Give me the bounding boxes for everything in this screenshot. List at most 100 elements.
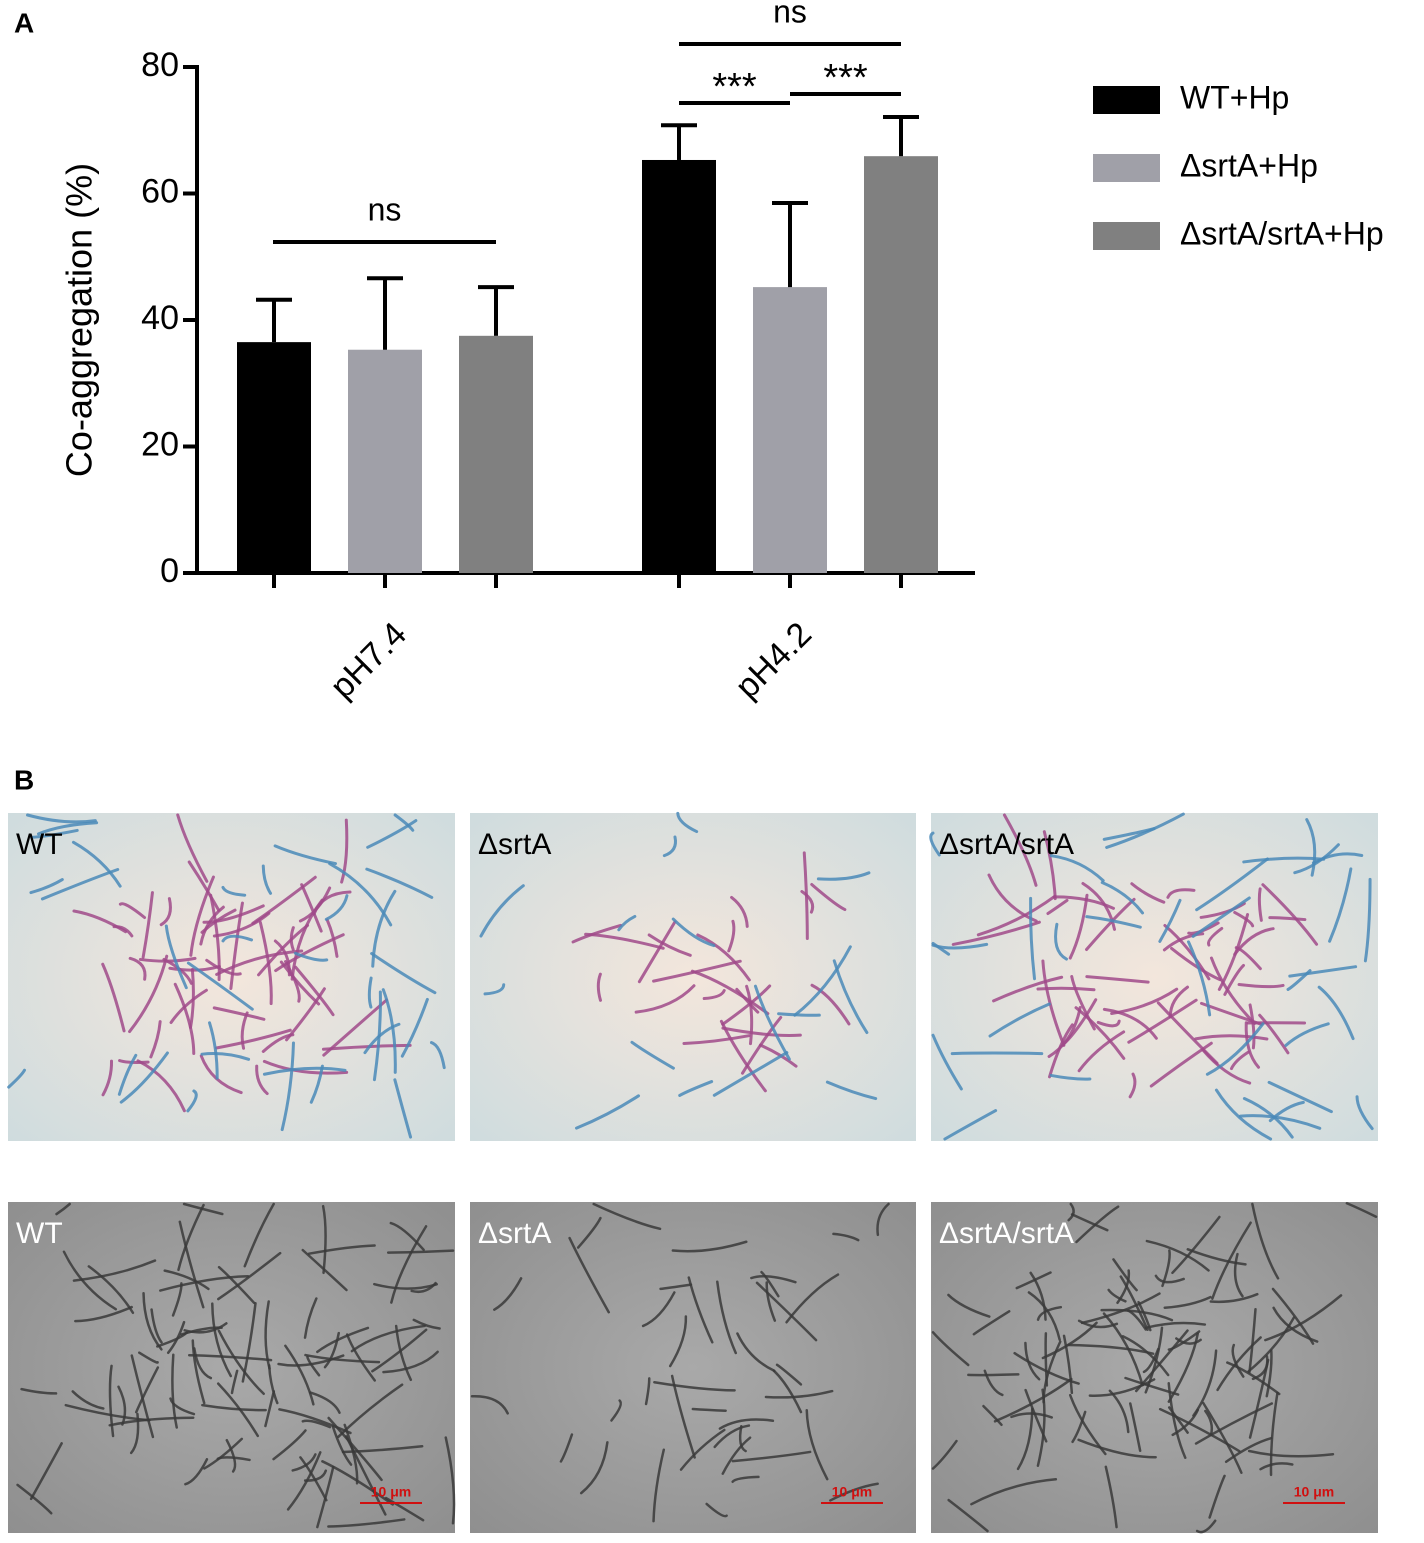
- bacterium: [1062, 1334, 1074, 1395]
- bacterium: [764, 1389, 834, 1399]
- bacterium: [176, 813, 209, 883]
- bacterium: [1080, 1292, 1161, 1325]
- bacterium: [753, 984, 791, 1061]
- bacterium: [1284, 1022, 1330, 1047]
- bacterium: [71, 1390, 105, 1410]
- bacterium: [765, 1281, 777, 1322]
- bacterium: [229, 901, 244, 990]
- bacterium: [1041, 1321, 1098, 1360]
- bacterium: [1251, 1202, 1280, 1280]
- bacterium: [159, 1275, 250, 1292]
- bacterium: [1074, 1006, 1126, 1060]
- bacterium: [29, 878, 64, 895]
- bacterium: [483, 983, 506, 996]
- bacterium: [805, 1409, 829, 1481]
- bacterium: [225, 1438, 237, 1473]
- bacterium: [1261, 883, 1319, 946]
- bacterium: [988, 1002, 1051, 1038]
- bacterium: [390, 1225, 428, 1304]
- y-tick-label: 0: [160, 552, 179, 590]
- bacterium: [982, 1404, 1003, 1427]
- bacterium: [1264, 1294, 1343, 1342]
- error-bar: [478, 285, 514, 336]
- scale-bar-label: 10 μm: [832, 1484, 872, 1500]
- significance-label: ns: [773, 0, 807, 29]
- bacterium: [29, 828, 79, 839]
- bacterium: [412, 1318, 441, 1330]
- bacterium: [169, 1397, 196, 1416]
- bacterium: [171, 1282, 183, 1317]
- bacterium: [832, 1232, 860, 1242]
- bacterium: [286, 1451, 322, 1511]
- bacterium: [592, 1202, 662, 1231]
- bacterium: [1166, 888, 1196, 899]
- bacterium: [1209, 956, 1257, 1025]
- bacterium: [212, 1006, 266, 1021]
- bacterium: [1077, 1438, 1157, 1459]
- bacterium: [393, 1078, 413, 1139]
- bacterium: [1167, 1332, 1199, 1403]
- bacterium: [177, 1203, 205, 1272]
- bacterium: [1234, 946, 1262, 971]
- bacterium: [1251, 1354, 1269, 1381]
- bacterium: [1070, 1213, 1109, 1232]
- bacterium: [584, 932, 665, 950]
- bacterium: [1071, 1410, 1087, 1444]
- bar: [237, 342, 311, 573]
- bacterium: [261, 1033, 295, 1053]
- bacterium: [931, 1439, 958, 1470]
- micrograph-background: [470, 1202, 916, 1533]
- bacterium: [676, 811, 699, 834]
- bacterium: [1162, 932, 1205, 952]
- bacterium: [637, 920, 677, 984]
- bacterium: [62, 1250, 118, 1311]
- bacterium: [690, 969, 770, 1016]
- bacterium: [331, 1425, 353, 1466]
- bacterium: [193, 1347, 213, 1380]
- bacterium: [1068, 893, 1089, 960]
- bar: [348, 349, 422, 573]
- bacterium: [772, 1369, 803, 1414]
- bacterium: [1233, 927, 1275, 956]
- bacterium: [1154, 1274, 1185, 1284]
- y-tick-label: 80: [141, 46, 179, 84]
- bacterium: [203, 1437, 244, 1470]
- bacterium: [576, 1216, 602, 1249]
- bacterium: [327, 1518, 406, 1528]
- bacterium: [173, 982, 196, 1056]
- bacterium: [670, 1374, 696, 1459]
- bacterium: [644, 1377, 651, 1406]
- bacterium: [327, 1416, 383, 1482]
- micrograph-label: ΔsrtA: [478, 828, 551, 861]
- significance-label: ***: [823, 57, 868, 99]
- bacterium: [217, 1251, 282, 1301]
- bacterium: [1208, 1474, 1226, 1519]
- bacterium: [1317, 985, 1355, 1041]
- bacterium: [1272, 1306, 1319, 1343]
- bacterium: [277, 1354, 345, 1367]
- bacterium: [1085, 915, 1142, 929]
- bar: [864, 156, 938, 573]
- bacterium: [1102, 1007, 1158, 1040]
- bacterium: [1268, 916, 1307, 922]
- bacterium: [559, 1433, 574, 1463]
- bacterium: [255, 1064, 269, 1096]
- bacterium: [1049, 1073, 1092, 1081]
- bacterium: [1077, 1030, 1126, 1073]
- micrograph-label: ΔsrtA/srtA: [939, 1217, 1074, 1250]
- bacterium: [1195, 1519, 1217, 1534]
- bacterium: [1029, 1271, 1047, 1321]
- bacterium: [617, 914, 637, 932]
- bacterium: [309, 1391, 341, 1414]
- bacterium: [1036, 986, 1096, 992]
- bacterium: [284, 960, 301, 1003]
- micrograph-label: ΔsrtA: [478, 1217, 551, 1250]
- bacterium: [741, 1015, 783, 1075]
- bacterium: [29, 1442, 63, 1501]
- bacterium: [1042, 830, 1057, 901]
- bacterium: [26, 813, 97, 824]
- bacterium: [800, 890, 815, 914]
- bacterium: [316, 1465, 335, 1529]
- bacterium: [1046, 898, 1069, 916]
- bacterium: [659, 1283, 693, 1291]
